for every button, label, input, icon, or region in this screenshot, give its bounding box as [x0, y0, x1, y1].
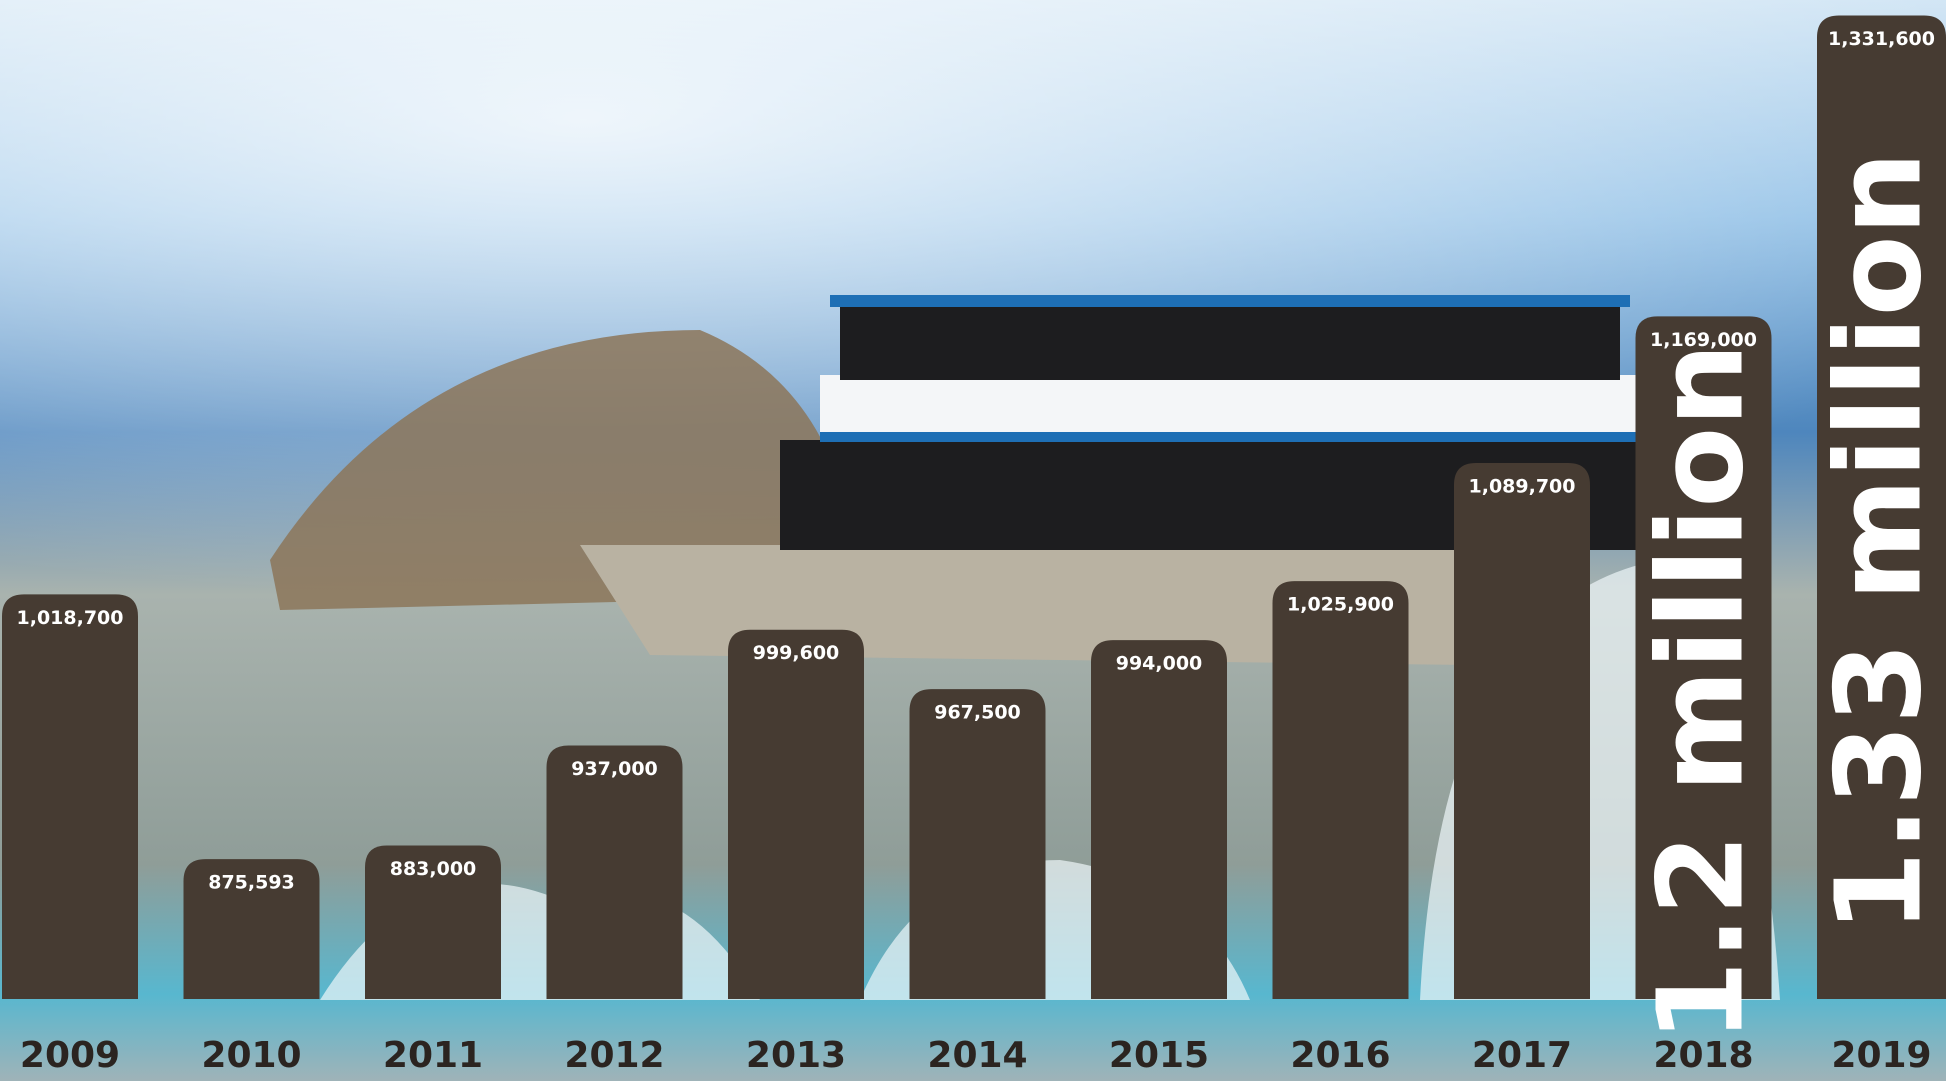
rock-slide	[270, 330, 850, 610]
value-label: 1,025,900	[1287, 594, 1394, 616]
bar	[1454, 463, 1590, 999]
x-tick-label: 2012	[564, 1035, 664, 1076]
x-tick-label: 2019	[1831, 1035, 1931, 1076]
value-label: 875,593	[208, 872, 295, 894]
x-tick-label: 2017	[1472, 1035, 1572, 1076]
x-tick-label: 2010	[201, 1035, 301, 1076]
value-label: 1,018,700	[17, 607, 124, 629]
x-tick-label: 2015	[1109, 1035, 1209, 1076]
value-label: 967,500	[934, 702, 1021, 724]
bar	[1817, 15, 1946, 1000]
bar	[1635, 316, 1772, 1000]
value-label: 1,331,600	[1828, 28, 1935, 50]
bar	[183, 859, 320, 999]
x-tick-label: 2014	[927, 1035, 1027, 1076]
value-label: 937,000	[571, 758, 658, 780]
value-label: 1,089,700	[1469, 476, 1576, 498]
bar-annotation: 1.33 million	[1810, 151, 1946, 933]
bar	[365, 845, 501, 999]
x-tick-label: 2011	[383, 1035, 483, 1076]
bar-annotation: 1.2 million	[1632, 343, 1770, 1043]
bar	[2, 594, 138, 999]
bar	[728, 629, 864, 999]
value-label: 994,000	[1116, 653, 1203, 675]
x-tick-label: 2016	[1290, 1035, 1390, 1076]
bar	[1272, 581, 1409, 999]
bar	[1091, 640, 1227, 999]
x-tick-label: 2009	[20, 1035, 120, 1076]
value-label: 999,600	[753, 642, 840, 664]
x-tick-label: 2013	[746, 1035, 846, 1076]
bar	[546, 745, 683, 999]
value-label: 1,169,000	[1650, 329, 1757, 351]
value-label: 883,000	[390, 858, 477, 880]
x-tick-label: 2018	[1653, 1035, 1753, 1076]
bar	[909, 689, 1046, 999]
